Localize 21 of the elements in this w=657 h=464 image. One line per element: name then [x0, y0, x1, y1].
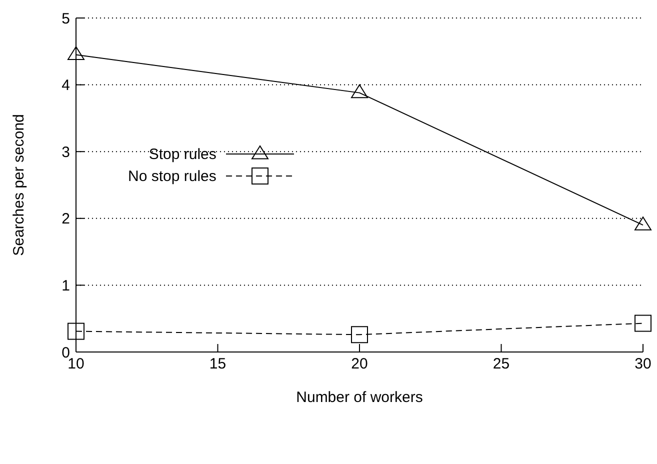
point [634, 216, 652, 230]
legend-label: No stop rules [128, 168, 216, 184]
x-tick-label: 20 [351, 356, 368, 373]
point [68, 46, 84, 60]
y-tick-label: 0 [62, 344, 70, 362]
x-axis-title: Number of workers [296, 389, 423, 406]
point [68, 322, 84, 340]
x-tick-label: 30 [634, 356, 652, 373]
y-tick-label: 2 [62, 210, 70, 228]
y-tick-label: 5 [62, 10, 70, 28]
point [634, 314, 652, 332]
point [351, 326, 368, 344]
point [351, 84, 368, 98]
x-tick-label: 25 [492, 356, 510, 373]
y-tick-label: 1 [62, 278, 70, 295]
x-tick-label: 10 [68, 356, 84, 373]
y-tick-label: 3 [62, 144, 70, 161]
y-tick-label: 4 [62, 77, 70, 94]
legend-label: Stop rules [148, 146, 216, 162]
y-axis-title: Searches per second [10, 114, 28, 256]
x-tick-label: 15 [209, 356, 226, 373]
